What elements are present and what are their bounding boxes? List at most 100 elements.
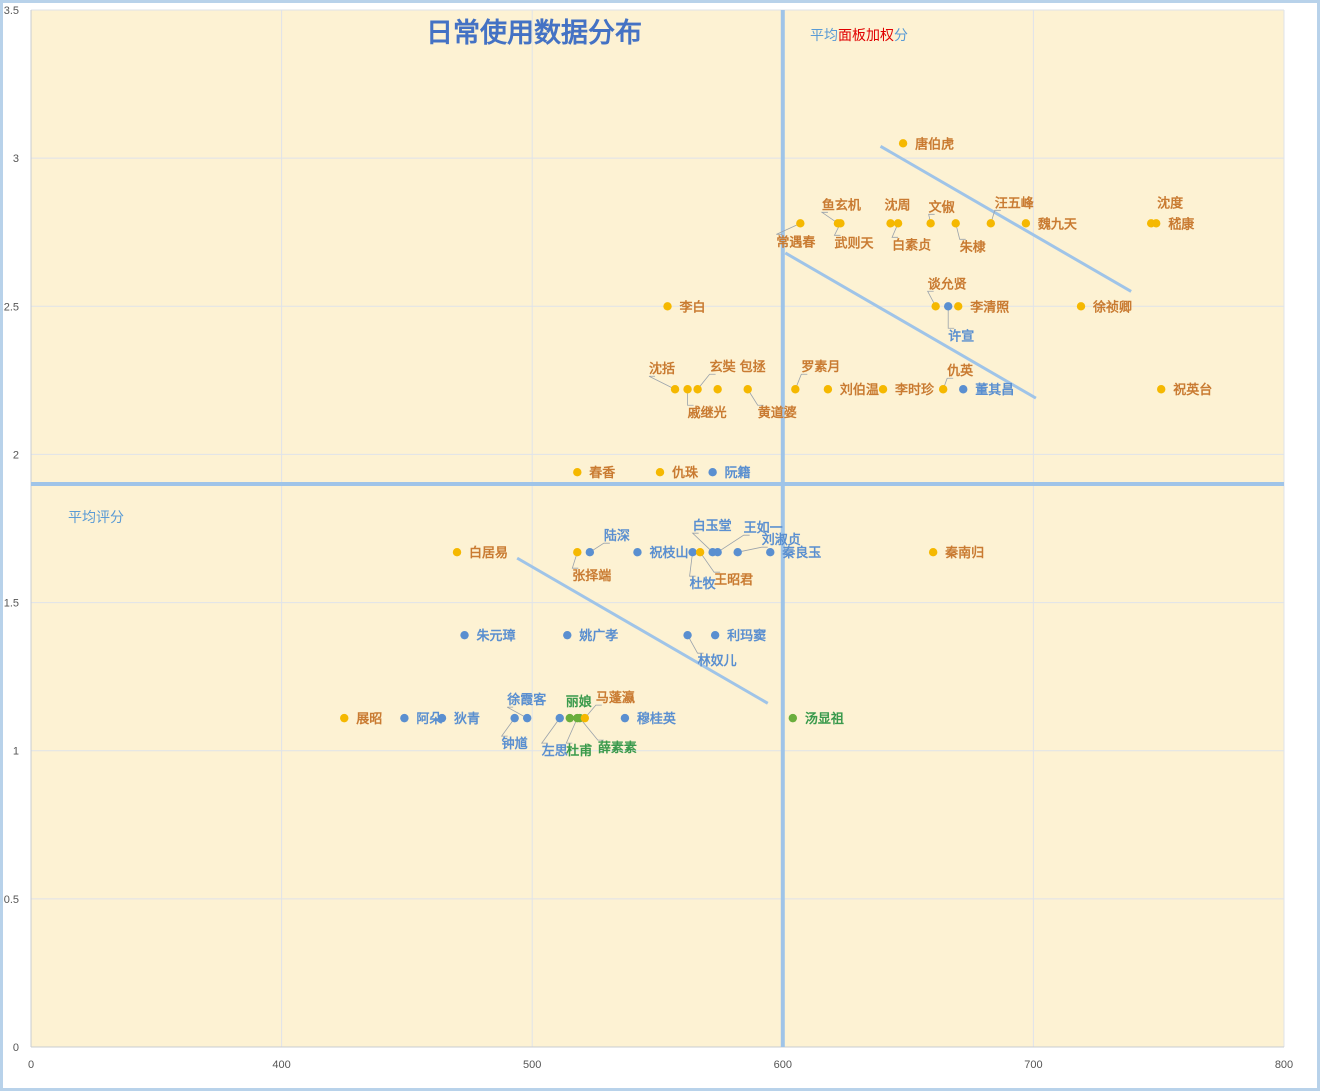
data-point	[655, 468, 665, 477]
point-label: 王昭君	[714, 573, 753, 588]
point-label: 谈允贤	[928, 276, 967, 292]
data-point	[986, 219, 995, 228]
data-point	[893, 219, 903, 228]
point-label: 仇英	[947, 363, 974, 379]
point-label: 阿朵	[416, 712, 442, 727]
point-label: 戚继光	[688, 405, 727, 421]
y-tick-label: 0	[13, 1042, 19, 1054]
data-point	[683, 630, 692, 640]
point-label: 许宣	[948, 328, 974, 344]
label-leader-line	[794, 373, 808, 390]
data-point	[340, 713, 349, 723]
data-point	[708, 468, 717, 477]
point-label: 秦南归	[944, 545, 984, 561]
label-leader-line	[687, 634, 704, 654]
data-point	[788, 713, 798, 723]
y-tick-label: 1.5	[4, 598, 19, 610]
trend-line	[879, 144, 1132, 293]
data-point	[688, 548, 697, 557]
trend-lines	[516, 144, 1132, 705]
data-point	[796, 219, 805, 228]
x-tick-label: 700	[1024, 1059, 1042, 1071]
data-point	[931, 302, 940, 311]
point-label: 文俶	[929, 199, 956, 215]
data-point	[695, 548, 705, 557]
data-point	[926, 219, 935, 228]
y-tick-label: 2	[13, 449, 19, 461]
data-points	[340, 139, 1166, 723]
label-leader-line	[565, 717, 578, 744]
point-label: 姚广孝	[578, 628, 618, 644]
label-leader-line	[955, 223, 966, 240]
y-tick-label: 1	[13, 746, 19, 758]
point-label: 祝枝山	[649, 545, 688, 561]
trend-line	[784, 251, 1037, 400]
label-leader-line	[717, 534, 750, 553]
data-point	[693, 385, 702, 394]
x-tick-label: 400	[272, 1059, 290, 1071]
data-point	[713, 385, 722, 394]
point-label: 穆桂英	[637, 711, 677, 727]
data-point	[573, 468, 582, 477]
data-point	[710, 630, 720, 640]
data-point	[836, 219, 845, 228]
point-label: 白素贞	[892, 237, 931, 253]
data-point	[683, 385, 692, 394]
point-label: 杜甫	[566, 743, 592, 759]
data-point	[733, 548, 742, 557]
point-label: 常遇春	[776, 234, 816, 250]
data-point	[585, 548, 595, 557]
vertical-reference-label: 平均面板加权分	[810, 28, 908, 44]
point-label: 阮籍	[725, 465, 751, 481]
annotation-segment: 平均	[810, 28, 838, 44]
point-label: 玄奘	[710, 359, 736, 375]
label-leader-line	[926, 290, 937, 307]
data-point	[1157, 385, 1166, 394]
data-point	[1076, 302, 1086, 311]
label-leader-line	[571, 552, 579, 569]
trend-line	[516, 556, 769, 705]
data-point	[510, 713, 519, 723]
data-point	[437, 713, 447, 723]
point-label: 钟馗	[502, 736, 528, 752]
point-label: 朱棣	[959, 239, 987, 255]
label-leader-lines	[500, 209, 1001, 744]
data-point	[959, 385, 968, 394]
data-point	[633, 548, 642, 557]
y-tick-label: 2.5	[4, 301, 19, 313]
reference-lines	[31, 10, 1284, 1047]
point-label: 汪五峰	[995, 195, 1035, 211]
data-point	[743, 385, 752, 394]
y-tick-label: 3	[13, 153, 19, 165]
point-label: 徐祯卿	[1092, 299, 1132, 315]
annotation-segment: 面板加权	[838, 28, 894, 44]
point-label: 李时珍	[894, 382, 935, 398]
label-leader-line	[687, 389, 694, 406]
point-label: 嵇康	[1168, 216, 1195, 232]
point-label: 武则天	[834, 235, 874, 251]
label-leader-line	[820, 211, 839, 224]
data-point	[670, 385, 680, 394]
point-label: 仇珠	[672, 465, 699, 481]
data-point	[823, 385, 833, 394]
annotation-segment: 分	[894, 28, 908, 44]
x-tick-label: 800	[1275, 1059, 1293, 1071]
x-tick-label: 500	[523, 1059, 541, 1071]
data-point	[938, 385, 948, 394]
label-leader-line	[691, 532, 713, 553]
point-label: 刘淑贞	[762, 532, 801, 548]
data-point	[555, 713, 564, 723]
label-leader-line	[589, 542, 610, 553]
x-tick-label: 600	[774, 1059, 792, 1071]
data-point	[563, 630, 572, 640]
point-label: 秦良玉	[781, 545, 821, 561]
point-label: 唐伯虎	[915, 136, 954, 152]
point-label: 徐霞客	[506, 692, 547, 708]
point-label: 朱元璋	[476, 628, 516, 644]
point-label: 白玉堂	[693, 518, 732, 534]
data-point	[791, 385, 800, 394]
horizontal-reference-label: 平均评分	[68, 510, 124, 526]
label-leader-line	[540, 717, 561, 744]
label-leader-line	[648, 375, 676, 390]
